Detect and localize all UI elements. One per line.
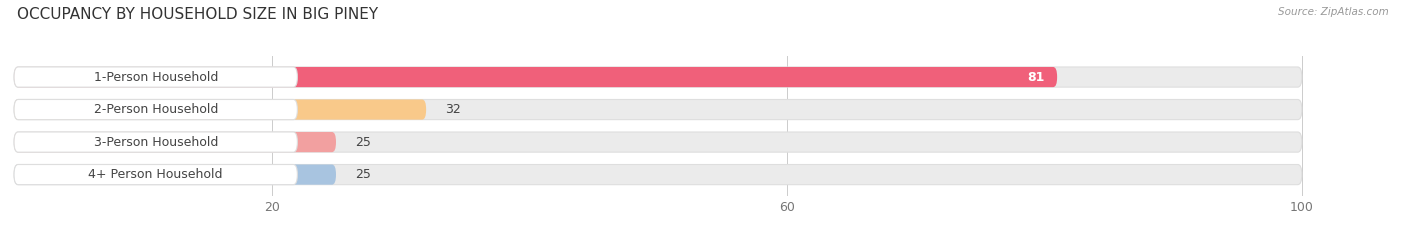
Text: 81: 81: [1026, 71, 1045, 84]
Text: 3-Person Household: 3-Person Household: [94, 136, 218, 149]
Text: 25: 25: [356, 136, 371, 149]
FancyBboxPatch shape: [14, 164, 336, 185]
FancyBboxPatch shape: [14, 67, 1302, 87]
FancyBboxPatch shape: [14, 99, 1302, 120]
FancyBboxPatch shape: [14, 99, 297, 120]
FancyBboxPatch shape: [14, 164, 1302, 185]
FancyBboxPatch shape: [14, 132, 336, 152]
Text: 4+ Person Household: 4+ Person Household: [89, 168, 224, 181]
FancyBboxPatch shape: [14, 67, 1057, 87]
Text: OCCUPANCY BY HOUSEHOLD SIZE IN BIG PINEY: OCCUPANCY BY HOUSEHOLD SIZE IN BIG PINEY: [17, 7, 378, 22]
FancyBboxPatch shape: [14, 132, 1302, 152]
Text: 2-Person Household: 2-Person Household: [94, 103, 218, 116]
Text: Source: ZipAtlas.com: Source: ZipAtlas.com: [1278, 7, 1389, 17]
FancyBboxPatch shape: [14, 132, 297, 152]
FancyBboxPatch shape: [14, 164, 297, 185]
FancyBboxPatch shape: [14, 67, 297, 87]
FancyBboxPatch shape: [14, 99, 426, 120]
Text: 1-Person Household: 1-Person Household: [94, 71, 218, 84]
Text: 25: 25: [356, 168, 371, 181]
Text: 32: 32: [446, 103, 461, 116]
